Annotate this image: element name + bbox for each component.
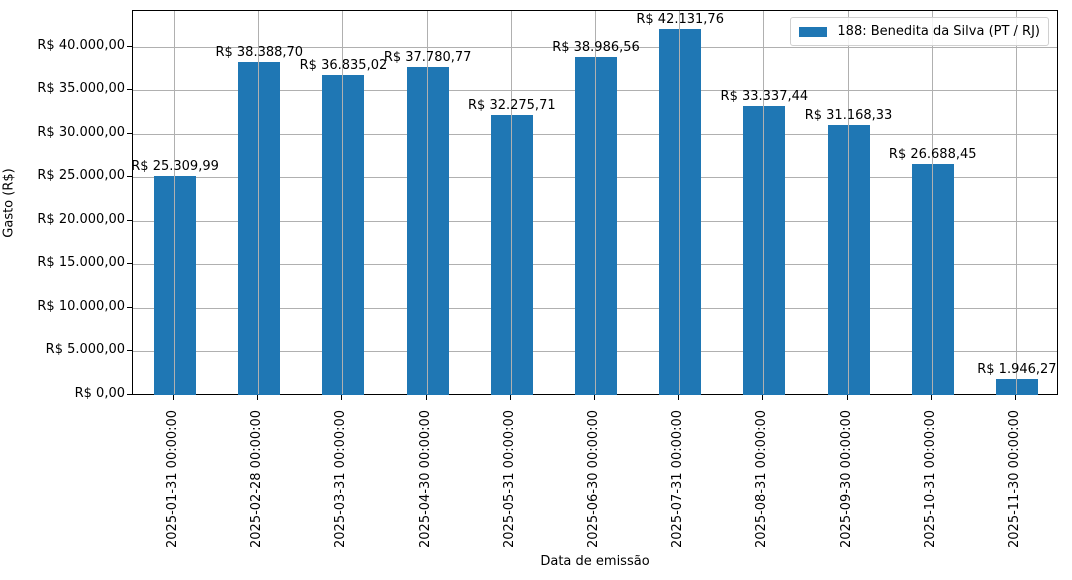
x-tick-label: 2025-09-30 00:00:00 bbox=[838, 409, 854, 548]
x-tick bbox=[930, 395, 932, 400]
gridline-vertical bbox=[174, 11, 176, 394]
bar bbox=[490, 115, 533, 395]
bar-value-label: R$ 37.780,77 bbox=[383, 50, 472, 66]
y-tick bbox=[127, 45, 132, 47]
gridline-vertical bbox=[847, 11, 849, 394]
x-tick-label: 2025-05-31 00:00:00 bbox=[501, 409, 517, 548]
gridline-vertical bbox=[763, 11, 765, 394]
bar-value-label: R$ 26.688,45 bbox=[888, 146, 977, 162]
x-tick-label: 2025-06-30 00:00:00 bbox=[586, 409, 601, 548]
gridline-vertical bbox=[426, 11, 428, 394]
gridline-vertical bbox=[1015, 11, 1017, 394]
bar bbox=[743, 105, 786, 395]
x-tick bbox=[1014, 395, 1016, 400]
x-tick bbox=[341, 395, 343, 400]
x-tick-label: 2025-01-31 00:00:00 bbox=[165, 409, 181, 548]
x-axis-label: Data de emissão bbox=[540, 554, 650, 569]
x-tick bbox=[509, 395, 511, 400]
bar-value-label: R$ 38.986,56 bbox=[552, 39, 640, 55]
gridline-vertical bbox=[258, 11, 260, 394]
x-tick-label: 2025-08-31 00:00:00 bbox=[754, 409, 770, 548]
gridline-vertical bbox=[342, 11, 344, 394]
bar bbox=[406, 67, 449, 395]
bar-value-label: R$ 33.337,44 bbox=[720, 88, 809, 104]
y-tick-label: R$ 10.000,00 bbox=[37, 298, 125, 314]
y-tick-label: R$ 40.000,00 bbox=[37, 37, 125, 53]
y-tick-label: R$ 30.000,00 bbox=[37, 124, 125, 140]
y-tick-label: R$ 20.000,00 bbox=[37, 211, 125, 227]
y-tick-label: R$ 0,00 bbox=[74, 386, 125, 401]
gridline-vertical bbox=[931, 11, 933, 394]
x-tick-label: 2025-11-30 00:00:00 bbox=[1006, 409, 1022, 548]
gridline-vertical bbox=[595, 11, 596, 394]
y-tick bbox=[127, 89, 132, 91]
bar bbox=[575, 56, 617, 395]
bar-value-label: R$ 42.131,76 bbox=[636, 12, 724, 28]
x-tick bbox=[762, 395, 764, 400]
bar bbox=[659, 29, 702, 395]
y-tick-label: R$ 25.000,00 bbox=[37, 168, 125, 184]
bar bbox=[154, 175, 197, 395]
x-tick-label: 2025-10-31 00:00:00 bbox=[922, 409, 938, 548]
y-tick bbox=[127, 219, 132, 221]
x-tick bbox=[425, 395, 427, 400]
bar-value-label: R$ 36.835,02 bbox=[299, 58, 388, 74]
x-tick-label: 2025-02-28 00:00:00 bbox=[249, 409, 265, 548]
y-tick bbox=[127, 350, 132, 352]
gridline-vertical bbox=[679, 11, 681, 394]
x-tick bbox=[594, 395, 595, 400]
bar bbox=[827, 124, 870, 395]
y-tick bbox=[127, 394, 132, 395]
bar-value-label: R$ 38.388,70 bbox=[215, 44, 304, 60]
gridline-vertical bbox=[510, 11, 512, 394]
bar bbox=[238, 61, 281, 395]
y-tick-label: R$ 15.000,00 bbox=[37, 255, 125, 271]
bar bbox=[911, 163, 954, 395]
x-tick bbox=[173, 395, 175, 400]
legend-label: 188: Benedita da Silva (PT / RJ) bbox=[837, 24, 1040, 39]
y-tick bbox=[127, 306, 132, 308]
bar bbox=[322, 75, 365, 395]
y-tick bbox=[127, 176, 132, 178]
bar-value-label: R$ 31.168,33 bbox=[804, 107, 893, 123]
x-tick-label: 2025-04-30 00:00:00 bbox=[417, 409, 433, 548]
x-tick bbox=[678, 395, 680, 400]
x-tick-label: 2025-03-31 00:00:00 bbox=[333, 409, 349, 548]
legend: 188: Benedita da Silva (PT / RJ) bbox=[790, 17, 1049, 46]
y-tick-label: R$ 5.000,00 bbox=[45, 342, 125, 358]
y-tick-label: R$ 35.000,00 bbox=[37, 81, 125, 97]
bar bbox=[995, 379, 1038, 395]
x-tick bbox=[846, 395, 848, 400]
legend-swatch bbox=[799, 26, 828, 37]
y-tick bbox=[127, 263, 132, 265]
x-tick bbox=[257, 395, 259, 400]
bar-value-label: R$ 25.309,99 bbox=[131, 158, 219, 174]
y-tick bbox=[127, 132, 132, 134]
plot-area: 188: Benedita da Silva (PT / RJ) R$ 25.3… bbox=[131, 10, 1058, 395]
bar-value-label: R$ 1.946,27 bbox=[977, 362, 1057, 378]
x-tick-label: 2025-07-31 00:00:00 bbox=[670, 409, 686, 548]
bar-value-label: R$ 32.275,71 bbox=[468, 98, 556, 114]
